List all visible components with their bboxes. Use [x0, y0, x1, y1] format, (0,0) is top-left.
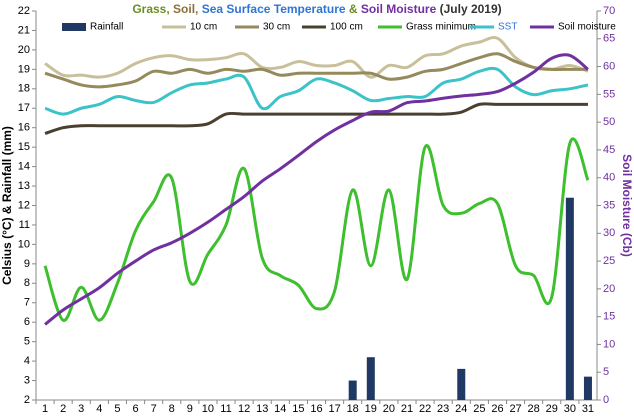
y-tick-label: 4	[24, 355, 30, 367]
y-tick-label: 14	[18, 161, 30, 173]
y-tick-label: 11	[19, 219, 30, 231]
line	[44, 52, 588, 89]
bar	[583, 376, 592, 400]
y2-tick-label: 70	[603, 5, 615, 17]
x-tick-label: 9	[187, 403, 193, 412]
y2-axis-label: Soil Moisture (Cb)	[620, 154, 634, 257]
x-tick-label: 18	[347, 403, 359, 412]
legend-label: 100 cm	[330, 22, 363, 33]
line	[44, 102, 588, 135]
x-tick-label: 14	[274, 403, 286, 412]
legend-label: Grass minimum	[406, 22, 476, 33]
title-part: Sea Surface Temperature	[202, 2, 346, 16]
x-tick-label: 26	[491, 403, 503, 412]
y2-tick-label: 65	[603, 33, 615, 45]
x-tick-label: 15	[292, 403, 304, 412]
bar	[366, 357, 375, 400]
y-tick-label: 22	[18, 5, 30, 17]
x-tick-label: 17	[328, 403, 340, 412]
title-part: (July 2019)	[440, 2, 502, 16]
x-tick-label: 22	[419, 403, 431, 412]
x-tick-label: 6	[132, 403, 138, 412]
y2-tick-label: 45	[603, 144, 615, 156]
y-tick-label: 18	[18, 83, 30, 95]
legend-label: 10 cm	[190, 22, 217, 33]
title-part: Soil,	[173, 2, 198, 16]
legend-label: 30 cm	[263, 22, 290, 33]
y2-tick-label: 10	[603, 338, 615, 350]
y2-tick-label: 60	[603, 60, 615, 72]
line	[43, 137, 590, 322]
y-tick-label: 17	[18, 102, 30, 114]
y-tick-label: 19	[18, 63, 30, 75]
y-tick-label: 15	[18, 141, 30, 153]
x-tick-label: 13	[256, 403, 268, 412]
y2-tick-label: 40	[603, 172, 615, 184]
y-tick-label: 3	[24, 374, 30, 386]
y-tick-label: 21	[18, 24, 30, 36]
x-tick-label: 5	[114, 403, 120, 412]
y2-tick-label: 20	[603, 283, 615, 295]
y-tick-label: 5	[24, 336, 30, 348]
y-tick-label: 16	[18, 122, 30, 134]
y2-tick-label: 0	[603, 394, 609, 406]
x-tick-label: 12	[238, 403, 250, 412]
title-part: Soil Moisture	[361, 2, 437, 16]
y2-tick-label: 50	[603, 116, 615, 128]
x-tick-label: 29	[546, 403, 558, 412]
y2-tick-label: 30	[603, 227, 615, 239]
title-part: Grass,	[132, 2, 169, 16]
bar	[457, 368, 466, 400]
y-tick-label: 2	[24, 394, 30, 406]
x-tick-label: 1	[42, 403, 48, 412]
y2-tick-label: 25	[603, 255, 615, 267]
x-tick-label: 7	[151, 403, 157, 412]
x-tick-label: 16	[310, 403, 322, 412]
y-tick-label: 8	[24, 277, 30, 289]
y2-tick-label: 35	[603, 199, 615, 211]
x-tick-label: 27	[509, 403, 521, 412]
x-tick-label: 2	[60, 403, 66, 412]
x-tick-label: 21	[401, 403, 413, 412]
bar	[565, 197, 574, 400]
x-tick-label: 30	[564, 403, 576, 412]
x-tick-label: 28	[528, 403, 540, 412]
x-tick-label: 31	[582, 403, 594, 412]
x-tick-label: 4	[96, 403, 102, 412]
y-tick-label: 10	[18, 238, 30, 250]
y-axis-label: Celsius (°C) & Rainfall (mm)	[0, 126, 14, 285]
x-tick-label: 11	[220, 403, 231, 412]
legend-label: SST	[498, 22, 517, 33]
x-tick-label: 24	[455, 403, 467, 412]
x-tick-label: 8	[169, 403, 175, 412]
y-tick-label: 9	[24, 258, 30, 270]
y-tick-label: 7	[24, 297, 30, 309]
bar	[348, 380, 357, 400]
legend-label: Rainfall	[90, 22, 123, 33]
y-tick-label: 20	[18, 44, 30, 56]
y2-tick-label: 15	[603, 311, 615, 323]
y2-tick-label: 5	[603, 366, 609, 378]
x-tick-label: 19	[365, 403, 377, 412]
title-part: &	[349, 2, 358, 16]
line	[44, 36, 589, 79]
y-tick-label: 6	[24, 316, 30, 328]
chart-title: Grass, Soil, Sea Surface Temperature & S…	[132, 2, 501, 16]
x-tick-label: 25	[473, 403, 485, 412]
x-tick-label: 3	[78, 403, 84, 412]
x-tick-label: 10	[202, 403, 214, 412]
x-tick-label: 20	[383, 403, 395, 412]
y2-tick-label: 55	[603, 88, 615, 100]
legend-swatch	[62, 23, 86, 31]
x-tick-label: 23	[437, 403, 449, 412]
line	[44, 53, 589, 326]
y-tick-label: 13	[18, 180, 30, 192]
legend-label: Soil moisture	[558, 22, 616, 33]
line	[44, 66, 589, 116]
y-tick-label: 12	[18, 199, 30, 211]
